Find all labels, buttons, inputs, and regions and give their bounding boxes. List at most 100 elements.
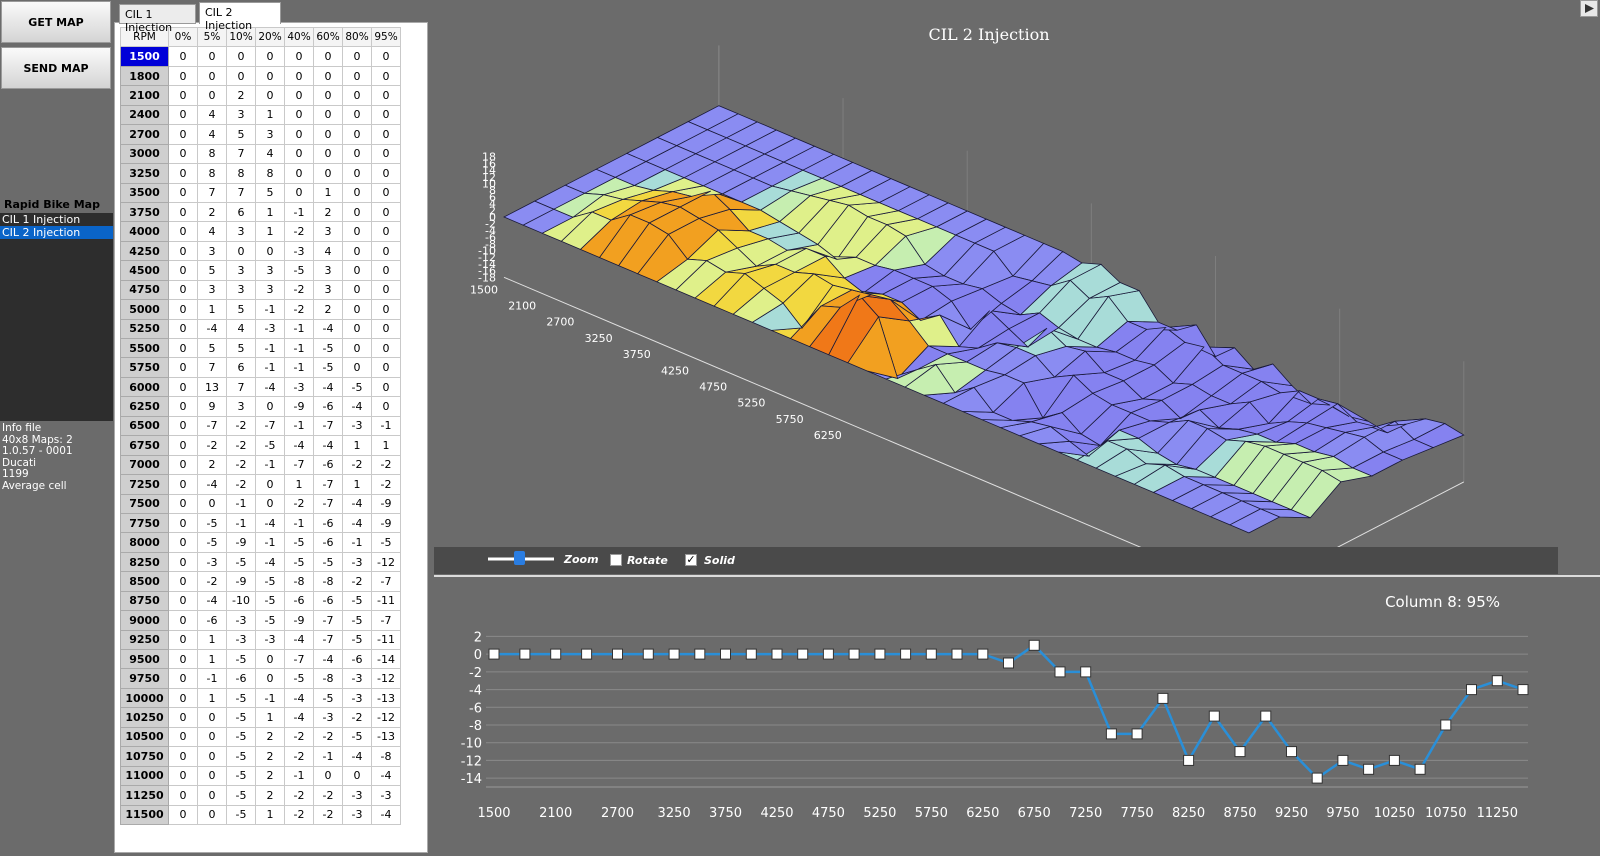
map-cell[interactable]: -3 [342, 785, 372, 806]
map-cell[interactable]: 3 [226, 279, 256, 301]
map-cell[interactable]: 0 [284, 85, 314, 106]
map-cell[interactable]: -2 [284, 493, 314, 514]
map-cell[interactable]: 5 [197, 260, 227, 281]
map-cell[interactable]: 0 [255, 668, 285, 689]
map-cell[interactable]: -5 [255, 610, 285, 631]
map-cell[interactable]: 8 [197, 143, 227, 165]
map-cell[interactable]: -4 [342, 396, 372, 417]
map-cell[interactable]: 0 [313, 104, 343, 126]
rpm-cell[interactable]: 10750 [120, 746, 169, 767]
map-cell[interactable]: 3 [313, 260, 343, 281]
map-cell[interactable]: 0 [168, 201, 198, 223]
map-cell[interactable]: 8 [197, 163, 227, 184]
map-cell[interactable]: 0 [168, 493, 198, 514]
map-cell[interactable]: -3 [284, 376, 314, 398]
rpm-cell[interactable]: 5250 [120, 318, 169, 340]
map-cell[interactable]: 1 [342, 474, 372, 495]
map-cell[interactable]: 0 [168, 668, 198, 689]
map-cell[interactable]: 1 [255, 707, 285, 728]
column-header[interactable]: 5% [197, 26, 227, 48]
map-cell[interactable]: -1 [371, 415, 401, 437]
map-cell[interactable]: 0 [168, 46, 198, 67]
surface-svg[interactable]: 181614121086420-2-4-6-8-10-12-14-16-1815… [434, 0, 1600, 594]
map-cell[interactable]: -6 [313, 532, 343, 553]
map-cell[interactable]: 1 [197, 687, 227, 709]
map-cell[interactable]: 0 [168, 260, 198, 281]
map-cell[interactable]: 3 [255, 124, 285, 145]
map-cell[interactable]: 0 [371, 299, 401, 320]
map-cell[interactable]: -3 [255, 629, 285, 651]
map-cell[interactable]: 0 [197, 65, 227, 87]
map-cell[interactable]: -12 [371, 668, 401, 689]
rpm-cell[interactable]: 8500 [120, 571, 169, 592]
zoom-slider[interactable] [486, 547, 556, 574]
map-cell[interactable]: 6 [226, 357, 256, 378]
map-cell[interactable]: 0 [342, 65, 372, 87]
map-cell[interactable]: 0 [284, 65, 314, 87]
map-cell[interactable]: -8 [313, 668, 343, 689]
map-cell[interactable]: -4 [284, 707, 314, 728]
map-cell[interactable]: 0 [197, 785, 227, 806]
rpm-cell[interactable]: 4500 [120, 260, 169, 281]
map-cell[interactable]: 0 [371, 182, 401, 203]
get-map-button[interactable]: GET MAP [1, 1, 111, 43]
rpm-cell[interactable]: 2400 [120, 104, 169, 126]
map-cell[interactable]: -11 [371, 629, 401, 651]
map-cell[interactable]: 0 [342, 85, 372, 106]
column-header[interactable]: 60% [313, 26, 343, 48]
tab-cil1-injection[interactable]: CIL 1 Injection [119, 4, 196, 34]
map-cell[interactable]: 0 [168, 376, 198, 398]
map-cell[interactable]: 0 [313, 85, 343, 106]
column-header[interactable]: 95% [371, 26, 401, 48]
surface-plot[interactable]: 18 16 14 12 10 8 6 4 2 0 -2 -4 -6 -8 -10 -12 -14 -16 -18 15… [434, 0, 1600, 594]
rotate-checkbox[interactable] [610, 554, 622, 566]
map-cell[interactable]: -2 [284, 299, 314, 320]
rpm-cell[interactable]: 5750 [120, 357, 169, 378]
map-cell[interactable]: 4 [313, 240, 343, 262]
map-cell[interactable]: -1 [255, 454, 285, 476]
map-cell[interactable]: -3 [255, 318, 285, 340]
map-cell[interactable]: 0 [342, 46, 372, 67]
map-cell[interactable]: 0 [284, 104, 314, 126]
rpm-cell[interactable]: 10000 [120, 687, 169, 709]
map-cell[interactable]: 0 [342, 765, 372, 787]
map-cell[interactable]: -2 [284, 785, 314, 806]
map-cell[interactable]: -4 [313, 648, 343, 670]
map-cell[interactable]: -4 [197, 318, 227, 340]
map-cell[interactable]: 0 [284, 143, 314, 165]
map-cell[interactable]: 0 [197, 46, 227, 67]
map-cell[interactable]: -2 [226, 454, 256, 476]
map-cell[interactable]: 0 [168, 746, 198, 767]
rpm-cell[interactable]: 10500 [120, 726, 169, 748]
map-cell[interactable]: 0 [168, 65, 198, 87]
map-cell[interactable]: 0 [168, 124, 198, 145]
rpm-cell[interactable]: 7000 [120, 454, 169, 476]
rpm-cell[interactable]: 6500 [120, 415, 169, 437]
map-cell[interactable]: 8 [226, 163, 256, 184]
map-cell[interactable]: 0 [371, 221, 401, 242]
map-cell[interactable]: 0 [313, 163, 343, 184]
map-cell[interactable]: -5 [226, 726, 256, 748]
map-cell[interactable]: -7 [313, 629, 343, 651]
map-cell[interactable]: 5 [226, 299, 256, 320]
map-cell[interactable]: -1 [284, 357, 314, 378]
map-cell[interactable]: 4 [255, 143, 285, 165]
rpm-cell[interactable]: 11500 [120, 804, 169, 825]
map-cell[interactable]: -3 [342, 415, 372, 437]
map-cell[interactable]: 0 [371, 337, 401, 359]
map-cell[interactable]: -5 [313, 551, 343, 573]
map-cell[interactable]: 3 [226, 221, 256, 242]
map-cell[interactable]: -4 [197, 590, 227, 612]
map-cell[interactable]: 0 [284, 124, 314, 145]
map-cell[interactable]: 0 [168, 785, 198, 806]
map-cell[interactable]: 0 [342, 201, 372, 223]
rpm-cell[interactable]: 4000 [120, 221, 169, 242]
map-cell[interactable]: -2 [313, 804, 343, 825]
rpm-cell[interactable]: 6750 [120, 435, 169, 456]
column-header[interactable]: RPM [120, 26, 169, 48]
map-cell[interactable]: 0 [168, 707, 198, 728]
map-cell[interactable]: -5 [284, 551, 314, 573]
map-cell[interactable]: -5 [226, 746, 256, 767]
map-cell[interactable]: 5 [255, 182, 285, 203]
map-cell[interactable]: 0 [342, 240, 372, 262]
